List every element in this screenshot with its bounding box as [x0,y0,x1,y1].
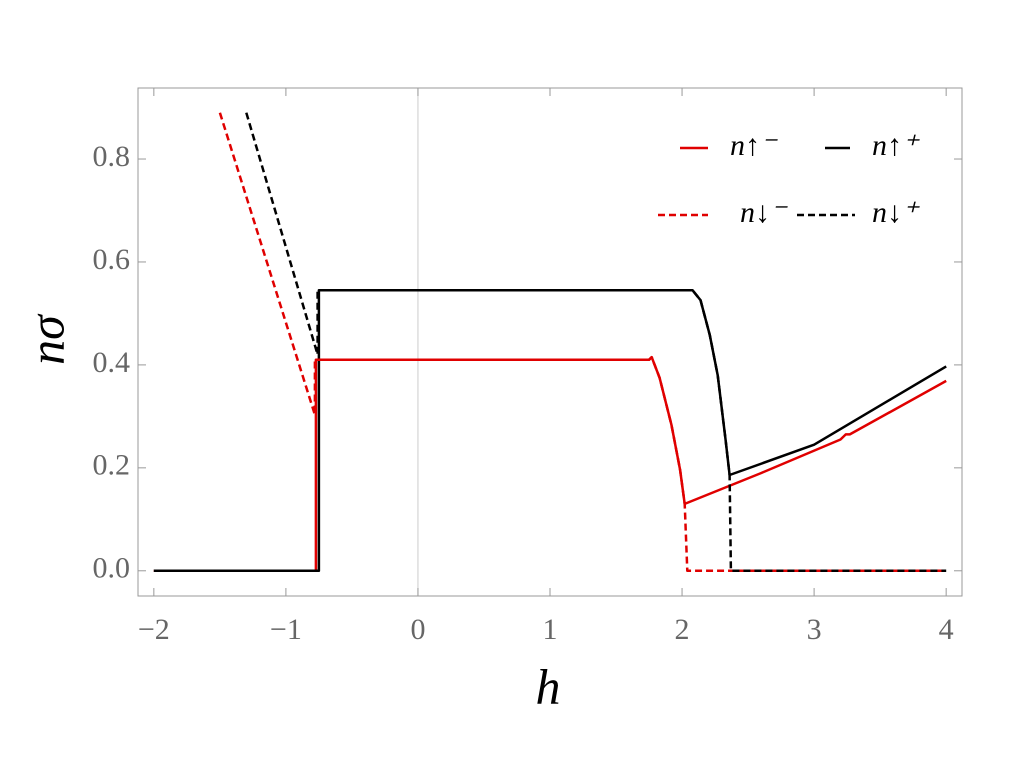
x-tick-label: −2 [138,613,170,646]
plot-frame [137,87,963,597]
x-tick-label: −1 [270,613,302,646]
legend-label: n↑⁻ [730,129,778,162]
x-tick-label: 1 [543,613,558,646]
x-tick-label: 3 [807,613,822,646]
x-axis-label: h [536,658,561,714]
x-tick-label: 2 [675,613,690,646]
y-tick-label: 0.2 [93,449,131,482]
y-tick-label: 0.6 [93,243,131,276]
y-tick-label: 0.0 [93,552,131,585]
legend-label: n↓⁻ [740,196,788,229]
series-line [218,112,947,573]
y-axis-label: nσ [18,313,74,365]
series-line [245,112,947,573]
x-tick-label: 0 [410,613,425,646]
series-line [153,289,947,573]
x-tick-label: 4 [939,613,954,646]
y-tick-label: 0.4 [93,346,131,379]
legend-label: n↑⁺ [872,129,920,162]
legend-label: n↓⁺ [872,196,920,229]
y-tick-label: 0.8 [93,140,131,173]
series-line [153,355,947,573]
